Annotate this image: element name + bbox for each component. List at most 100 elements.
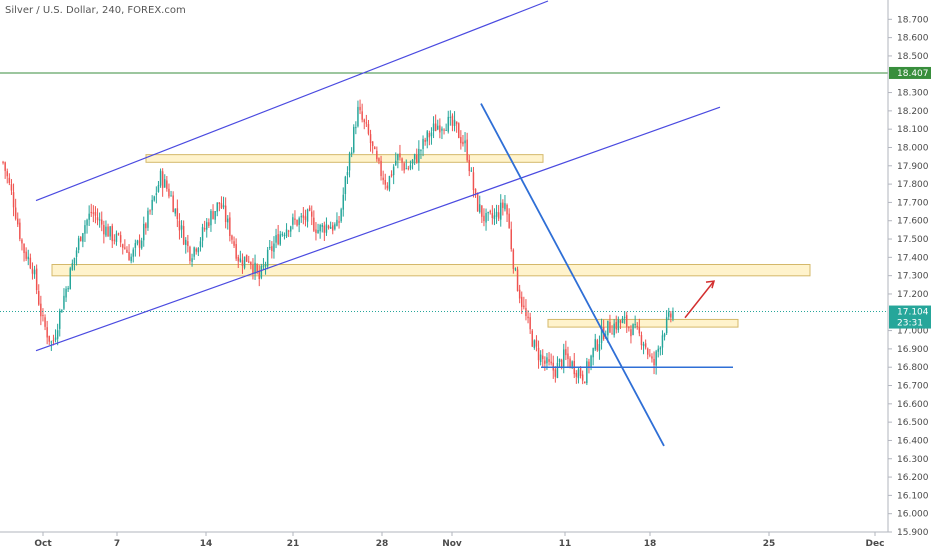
candle-body: [2, 161, 4, 163]
candle-body: [182, 226, 185, 245]
time-axis[interactable]: Oct 7 14 21 28 Nov 11 18 25 Dec: [0, 531, 888, 549]
candle-body: [138, 239, 141, 248]
candle-body: [502, 202, 504, 208]
candle-body: [111, 225, 113, 242]
candle-body: [378, 158, 380, 162]
candle-body: [296, 219, 298, 226]
candle-body: [90, 211, 92, 214]
candle-body: [344, 176, 347, 195]
candle-body: [527, 316, 529, 319]
candle-body: [174, 208, 176, 214]
candle-body: [292, 217, 294, 225]
candle-body: [201, 227, 204, 241]
candle-body: [590, 355, 592, 367]
candle-body: [21, 239, 23, 244]
candle-body: [185, 239, 187, 245]
candle-body: [390, 174, 393, 176]
candle-body: [134, 243, 137, 248]
price-tick-label: 16.300: [897, 455, 929, 465]
time-tick-label: 28: [376, 539, 389, 549]
chart-zones: [51, 154, 811, 328]
candle-body: [336, 219, 338, 226]
time-tick-label: 14: [200, 539, 213, 549]
candle-body: [439, 125, 441, 133]
falling-trendline: [480, 103, 665, 447]
candle-body: [672, 310, 674, 319]
candle-body: [563, 349, 565, 367]
candle-body: [59, 310, 61, 329]
candle-body: [497, 212, 500, 219]
candle-body: [508, 213, 510, 229]
candle-body: [453, 119, 456, 127]
candle-body: [157, 185, 160, 192]
line-price-tag-text: 18.407: [897, 69, 929, 79]
price-axis[interactable]: 18.700 18.600 18.500 18.300 18.200 18.100 18.0…: [887, 0, 931, 538]
time-tick-label: 18: [644, 539, 657, 549]
price-tick-label: 16.500: [897, 418, 929, 428]
candle-body: [634, 324, 636, 326]
bar-countdown-tag-text: 23:31: [897, 319, 923, 329]
candle-body: [218, 202, 221, 204]
time-tick-label: 7: [114, 539, 120, 549]
candle-body: [256, 264, 258, 272]
candle-body: [71, 263, 74, 270]
price-tick-label: 17.500: [897, 235, 929, 245]
candle-body: [151, 199, 153, 211]
candle-body: [306, 209, 309, 222]
time-tick-label: Nov: [442, 539, 462, 549]
candle-body: [212, 211, 214, 219]
candle-body: [105, 226, 107, 236]
candle-body: [4, 162, 6, 171]
candle-body: [374, 147, 376, 150]
time-tick-label: 11: [559, 539, 572, 549]
price-zone: [51, 264, 811, 277]
candle-body: [82, 233, 84, 242]
candle-body: [168, 188, 170, 197]
candle-body: [535, 339, 538, 347]
candle-body: [323, 225, 326, 233]
candle-body: [325, 224, 328, 233]
candle-body: [577, 369, 580, 379]
candle-body: [308, 207, 311, 211]
candle-body: [332, 225, 334, 231]
candle-body: [214, 210, 216, 220]
candle-body: [65, 288, 67, 298]
candle-body: [556, 362, 559, 379]
candle-body: [365, 122, 368, 124]
candle-body: [334, 224, 336, 230]
candle-body: [531, 330, 533, 347]
current-price-tag: 17.104: [889, 305, 931, 318]
candle-body: [227, 218, 229, 223]
price-tick-label: 17.900: [897, 162, 929, 172]
candle-body: [449, 116, 452, 118]
candle-body: [371, 141, 374, 147]
candle-body: [411, 159, 414, 164]
candle-body: [455, 121, 458, 125]
line-price-tag-box: [889, 66, 931, 79]
candle-body: [418, 148, 420, 163]
price-tick-label: 16.900: [897, 345, 929, 355]
candle-body: [98, 219, 101, 221]
price-tick-label: 17.000: [897, 327, 929, 337]
candle-body: [283, 234, 286, 236]
candle-body: [380, 160, 382, 177]
candle-body: [355, 127, 357, 129]
candle-body: [153, 196, 155, 201]
candle-body: [161, 171, 164, 188]
candle-body: [432, 123, 435, 132]
candle-body: [474, 188, 477, 194]
candle-body: [510, 229, 512, 250]
candle-body: [458, 123, 460, 139]
price-tick-label: 18.000: [897, 143, 929, 153]
price-tick-label: 18.300: [897, 89, 929, 99]
candle-body: [27, 256, 29, 260]
price-tick-label: 17.300: [897, 272, 929, 282]
bar-countdown-tag-box: [889, 316, 931, 329]
candle-body: [124, 247, 126, 249]
candle-body: [550, 361, 552, 364]
candle-body: [363, 119, 365, 123]
candle-body: [611, 333, 613, 335]
candle-body: [445, 129, 447, 131]
candle-body: [46, 327, 48, 338]
